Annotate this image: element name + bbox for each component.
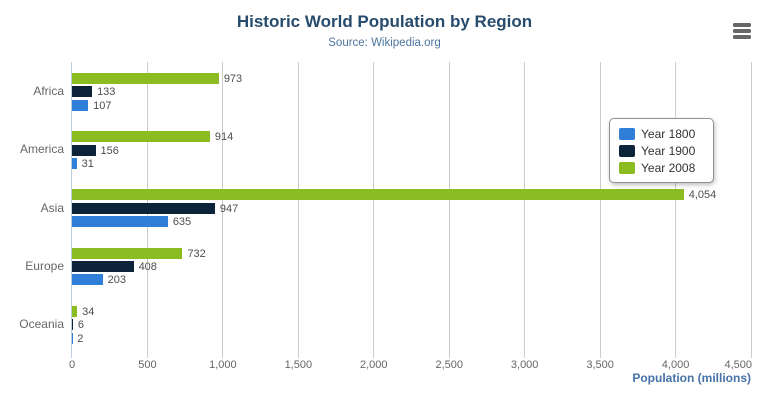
bar-value-label: 2: [77, 332, 84, 345]
legend-item-year-1800[interactable]: Year 1800: [619, 125, 705, 142]
value-axis-tick-label: 0: [68, 359, 76, 371]
legend-swatch-year-1900: [619, 144, 635, 157]
bar-america-year-1900[interactable]: [72, 144, 96, 156]
legend-swatch-year-2008: [619, 161, 635, 174]
value-axis-tick-label: 1,000: [209, 359, 237, 371]
gridline: [448, 62, 450, 353]
bar-asia-year-2008[interactable]: [72, 189, 684, 201]
bar-value-label: 34: [82, 305, 95, 318]
gridline: [750, 62, 752, 353]
gridline: [524, 62, 526, 353]
bar-value-label: 107: [93, 99, 112, 112]
chart-subtitle: Source: Wikipedia.org: [328, 37, 441, 49]
legend-label: Year 1900: [641, 143, 696, 158]
bar-value-label: 408: [138, 261, 157, 273]
axis-tick: [448, 353, 450, 358]
category-label-america: America: [19, 142, 64, 157]
axis-tick: [599, 353, 601, 358]
category-label-africa: Africa: [33, 84, 64, 99]
legend-item-year-1900[interactable]: Year 1900: [619, 142, 705, 159]
bar-america-year-2008[interactable]: [72, 131, 210, 143]
value-axis-tick-label: 4,500: [724, 359, 752, 371]
bar-africa-year-1900[interactable]: [72, 86, 93, 98]
value-axis-tick-label: 500: [138, 359, 157, 371]
chart-title: Historic World Population by Region: [236, 12, 533, 31]
bar-value-label: 947: [219, 202, 239, 215]
bar-value-label: 133: [97, 86, 116, 99]
gridline: [222, 62, 224, 353]
category-label-asia: Asia: [40, 200, 64, 215]
category-label-oceania: Oceania: [19, 316, 64, 331]
bar-europe-year-2008[interactable]: [72, 247, 183, 259]
bar-asia-year-1900[interactable]: [72, 202, 215, 214]
value-axis-tick-label: 3,500: [586, 359, 614, 371]
bar-value-label: 6: [77, 319, 85, 332]
gridline: [599, 62, 601, 353]
bar-africa-year-1800[interactable]: [72, 99, 89, 111]
value-axis-tick-label: 4,000: [661, 359, 690, 371]
bar-europe-year-1800[interactable]: [72, 274, 103, 286]
bar-value-label: 732: [187, 247, 206, 260]
axis-tick: [146, 353, 148, 358]
hamburger-bar: [733, 23, 751, 27]
axis-tick: [222, 353, 224, 358]
bar-value-label: 203: [107, 274, 126, 287]
bar-value-label: 156: [100, 144, 119, 157]
hamburger-menu-icon[interactable]: [733, 23, 751, 39]
axis-tick: [373, 353, 375, 358]
legend-swatch-year-1800: [619, 127, 635, 140]
bar-oceania-year-1900[interactable]: [72, 319, 73, 331]
bar-value-label: 4,054: [688, 189, 717, 202]
bar-value-label: 973: [223, 73, 243, 85]
bar-value-label: 914: [214, 131, 234, 144]
bar-value-label: 635: [172, 216, 192, 229]
gridline: [297, 62, 299, 353]
gridline: [675, 62, 677, 353]
legend-item-year-2008[interactable]: Year 2008: [619, 159, 705, 176]
bar-africa-year-2008[interactable]: [72, 73, 219, 84]
category-label-europe: Europe: [25, 258, 64, 273]
bar-europe-year-1900[interactable]: [72, 261, 134, 272]
bar-asia-year-1800[interactable]: [72, 216, 168, 228]
bar-america-year-1800[interactable]: [72, 158, 77, 169]
value-axis-tick-label: 2,500: [435, 359, 463, 371]
bar-oceania-year-1800[interactable]: [72, 332, 73, 344]
value-axis-tick-label: 1,500: [284, 359, 313, 371]
legend: Year 1800 Year 1900 Year 2008: [609, 118, 714, 183]
hamburger-bar: [733, 35, 751, 39]
axis-tick: [297, 353, 299, 358]
axis-tick: [675, 353, 677, 358]
legend-label: Year 1800: [641, 126, 696, 141]
bar-value-label: 31: [81, 158, 94, 170]
value-axis-tick-label: 2,000: [360, 359, 388, 371]
value-axis-title: Population (millions): [632, 371, 751, 385]
axis-tick: [524, 353, 526, 358]
axis-tick: [750, 353, 752, 358]
category-axis-line: [71, 62, 72, 358]
gridline: [373, 62, 375, 353]
bar-oceania-year-2008[interactable]: [72, 305, 78, 317]
hamburger-bar: [733, 29, 751, 33]
legend-label: Year 2008: [641, 160, 696, 175]
value-axis-tick-label: 3,000: [510, 359, 539, 371]
